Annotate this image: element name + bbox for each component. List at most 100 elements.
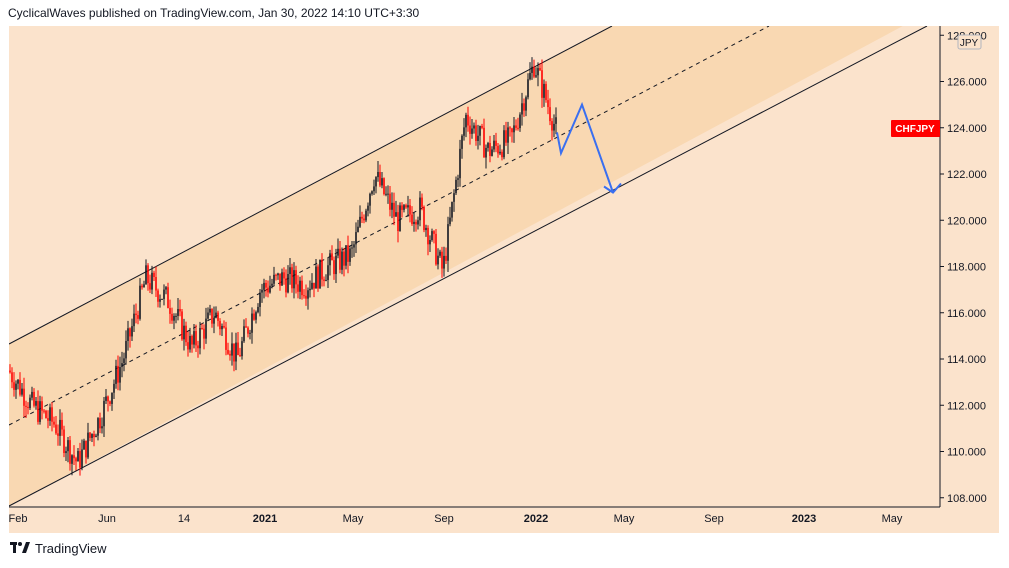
candle-body (187, 342, 189, 350)
candle-body (117, 365, 119, 383)
candle-body (361, 216, 363, 219)
candle-body (509, 127, 511, 129)
footer-brand[interactable]: TradingView (10, 541, 107, 556)
time-tick-label: Sep (704, 513, 724, 525)
candle-body (425, 227, 427, 231)
candle-body (543, 83, 545, 98)
candle-body (439, 251, 441, 256)
candle-body (343, 251, 345, 266)
candle-body (49, 407, 51, 421)
time-tick-label: May (343, 513, 364, 525)
candle-body (417, 220, 419, 225)
candle-body (445, 255, 447, 261)
candle-body (281, 272, 283, 286)
candle-body (71, 455, 73, 464)
candle-body (405, 205, 407, 208)
candle-body (39, 401, 41, 422)
candle-body (463, 127, 465, 136)
candle-body (291, 267, 293, 289)
candle-body (133, 313, 135, 327)
candle-body (247, 327, 249, 334)
candle-body (177, 309, 179, 316)
candle-body (45, 410, 47, 419)
candle-body (289, 267, 291, 275)
candle-body (57, 433, 59, 436)
candle-body (351, 247, 353, 249)
candle-body (35, 401, 37, 406)
candle-body (295, 270, 297, 285)
candle-body (477, 135, 479, 141)
price-ticks-group: 128.000126.000124.000122.000120.000118.0… (940, 30, 987, 505)
candle-body (547, 100, 549, 108)
candle-body (183, 325, 185, 340)
candle-body (383, 178, 385, 195)
candle-body (525, 97, 527, 111)
time-tick-label: May (614, 513, 635, 525)
candle-body (241, 341, 243, 357)
candle-body (399, 205, 401, 232)
candle-body (341, 251, 343, 270)
candle-body (63, 429, 65, 454)
candle-body (365, 210, 367, 221)
candle-body (237, 342, 239, 356)
candle-body (243, 326, 245, 342)
candle-body (137, 315, 139, 319)
candle-body (129, 328, 131, 337)
candle-body (143, 284, 145, 288)
candle-body (441, 251, 443, 269)
candle-body (513, 125, 515, 133)
candle-body (287, 274, 289, 293)
candle-body (419, 197, 421, 221)
candle-body (125, 340, 127, 359)
price-tick-label: 112.000 (947, 400, 986, 412)
candle-body (531, 66, 533, 73)
candle-body (53, 421, 55, 425)
candle-body (85, 440, 87, 458)
candle-body (331, 253, 333, 261)
candle-body (239, 355, 241, 357)
time-tick-label: 2021 (253, 513, 277, 525)
candle-body (459, 148, 461, 179)
channel-mid-line[interactable] (8, 25, 770, 426)
channel-upper-line[interactable] (8, 25, 613, 345)
time-tick-label: 2023 (792, 513, 816, 525)
candle-body (161, 298, 163, 300)
candle-body (315, 266, 317, 289)
price-tick-label: 116.000 (947, 308, 986, 320)
candle-body (317, 266, 319, 289)
candle-body (153, 272, 155, 278)
candle-body (107, 396, 109, 402)
candle-body (151, 272, 153, 290)
candle-body (37, 401, 39, 422)
candle-body (89, 432, 91, 438)
candle-body (267, 287, 269, 293)
candle-body (353, 244, 355, 248)
candle-body (167, 287, 169, 309)
candle-body (521, 103, 523, 115)
time-axis[interactable] (9, 507, 940, 533)
candle-body (475, 125, 477, 141)
price-tick-label: 124.000 (947, 123, 987, 135)
candle-body (443, 255, 445, 269)
symbol-badge[interactable] (891, 120, 940, 137)
candle-body (155, 277, 157, 291)
candle-body (483, 127, 485, 158)
price-chart[interactable]: 128.000126.000124.000122.000120.000118.0… (8, 6, 999, 533)
candle-body (429, 240, 431, 245)
candle-body (95, 435, 97, 438)
projection-arrow-path[interactable] (556, 101, 614, 193)
chart-area[interactable]: 128.000126.000124.000122.000120.000118.0… (8, 6, 999, 533)
candle-body (213, 317, 215, 324)
candle-body (79, 451, 81, 468)
candle-body (145, 265, 147, 285)
price-axis[interactable] (940, 26, 999, 507)
candle-body (255, 312, 257, 320)
candle-body (541, 70, 543, 98)
candle-body (319, 259, 321, 289)
candle-body (181, 311, 183, 340)
candle-body (549, 107, 551, 122)
channel-lower-line[interactable] (8, 25, 928, 507)
candle-body (379, 171, 381, 186)
candle-body (127, 328, 129, 341)
candle-body (207, 312, 209, 319)
